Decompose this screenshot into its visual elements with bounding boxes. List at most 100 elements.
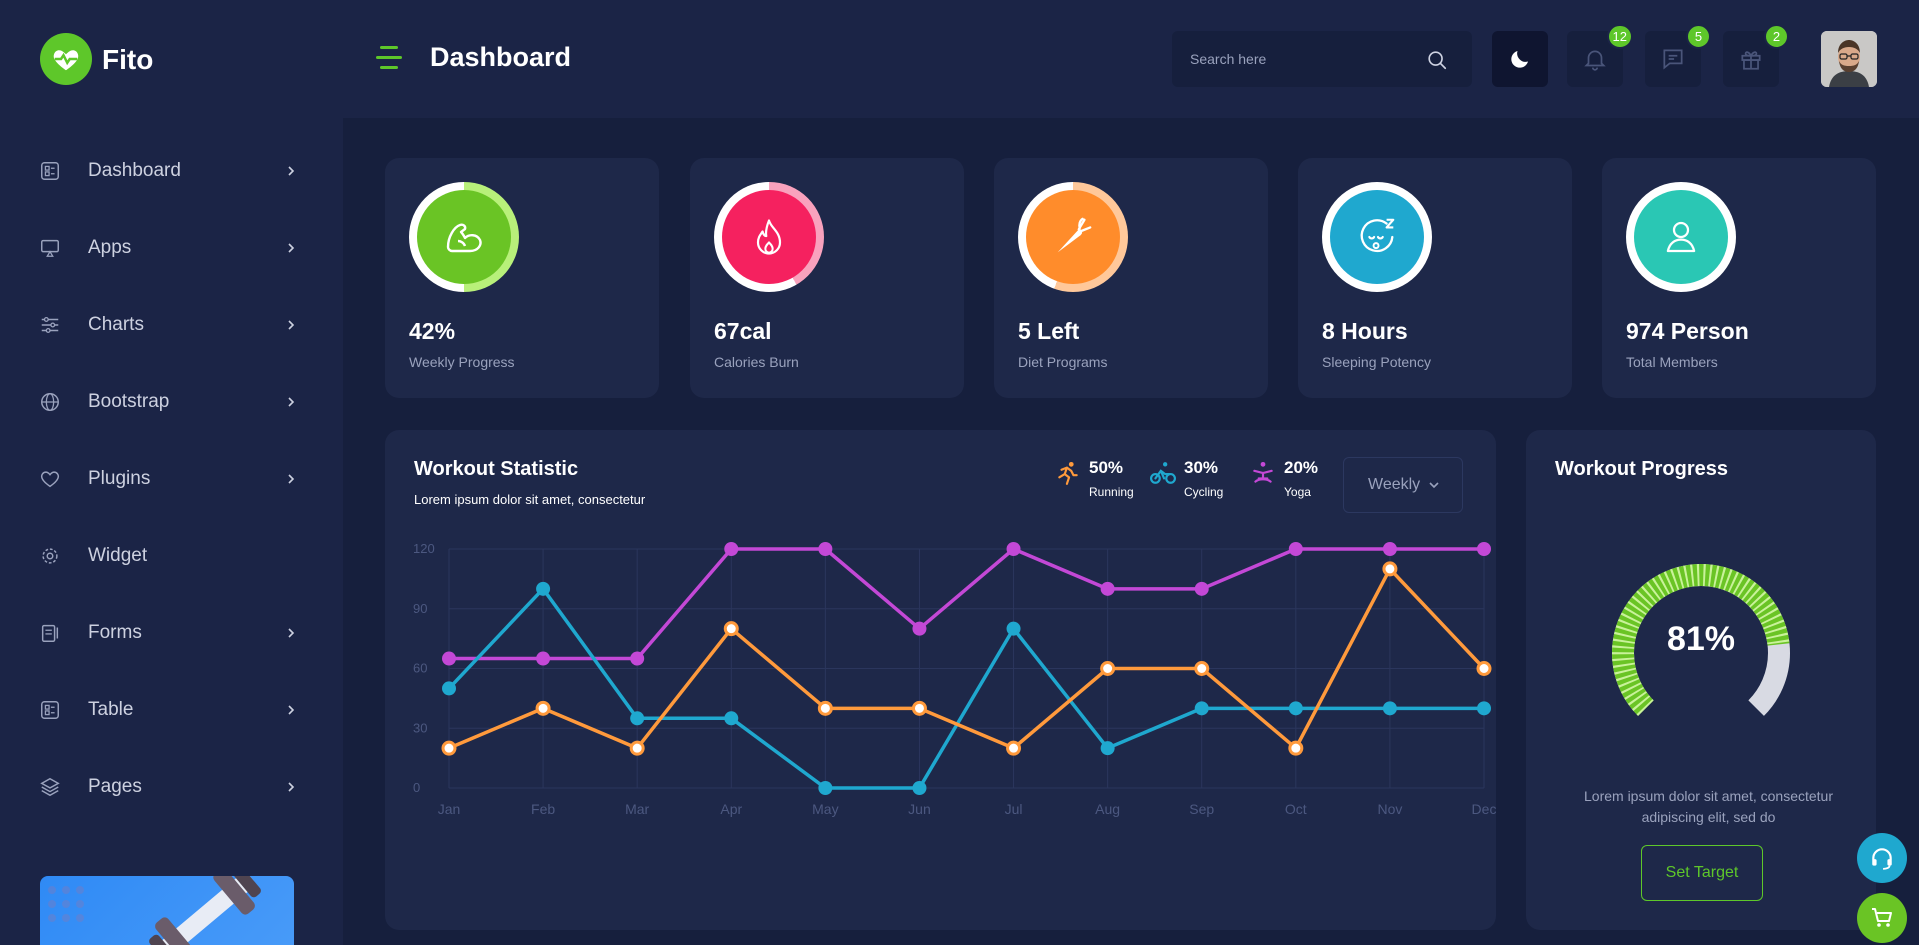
menu-toggle-button[interactable] xyxy=(376,46,402,70)
stat-card-diet-programs[interactable]: 5 Left Diet Programs xyxy=(994,158,1268,398)
sidebar-item-label: Apps xyxy=(88,237,132,258)
sidebar-item-label: Charts xyxy=(88,314,144,335)
search-input[interactable] xyxy=(1190,31,1420,87)
sidebar-item-pages[interactable]: Pages xyxy=(0,757,343,817)
x-tick-label: Oct xyxy=(1285,801,1307,817)
sidebar-item-label: Widget xyxy=(88,545,148,566)
notification-count-badge: 12 xyxy=(1606,24,1633,49)
monitor-icon xyxy=(41,239,59,257)
stat-value: 5 Left xyxy=(1018,318,1080,344)
period-dropdown[interactable]: Weekly xyxy=(1343,457,1463,513)
sidebar-item-table[interactable]: Table xyxy=(0,680,343,740)
dropdown-value: Weekly xyxy=(1368,476,1421,493)
stat-ring xyxy=(1018,182,1128,292)
card-subtitle: Lorem ipsum dolor sit amet, consectetur xyxy=(414,492,646,507)
stat-icon-circle xyxy=(1330,190,1424,284)
y-tick-label: 60 xyxy=(413,661,427,676)
data-point-cycling xyxy=(630,711,645,726)
data-point-cycling xyxy=(1100,741,1115,756)
search-icon[interactable] xyxy=(1426,49,1448,71)
heart-icon xyxy=(41,471,59,488)
main-content: 42% Weekly Progress 67cal Calories Burn … xyxy=(343,118,1919,945)
data-point-cycling xyxy=(442,681,456,696)
x-tick-label: Feb xyxy=(531,801,555,817)
data-point-cycling xyxy=(1477,701,1491,716)
x-tick-label: May xyxy=(812,801,838,817)
gear-icon xyxy=(42,548,58,564)
top-header: Fito Dashboard 12 5 xyxy=(0,0,1919,118)
theme-toggle-button[interactable] xyxy=(1492,31,1548,87)
globe-icon xyxy=(41,393,59,411)
stat-ring xyxy=(1322,182,1432,292)
data-point-running xyxy=(1194,661,1210,676)
data-point-yoga xyxy=(1006,542,1021,556)
muscle-icon xyxy=(446,223,482,253)
x-tick-label: Nov xyxy=(1377,801,1402,817)
legend-name: Running xyxy=(1089,485,1134,499)
x-tick-label: Jul xyxy=(1005,801,1023,817)
chat-icon xyxy=(1663,49,1683,70)
series-line-yoga xyxy=(449,547,1484,661)
running-icon xyxy=(1058,461,1078,485)
x-tick-label: Jun xyxy=(908,801,931,817)
data-point-cycling xyxy=(724,711,739,726)
y-tick-label: 120 xyxy=(413,541,435,556)
stat-card-calories-burn[interactable]: 67cal Calories Burn xyxy=(690,158,964,398)
data-point-yoga xyxy=(630,651,645,666)
sidebar-item-plugins[interactable]: Plugins xyxy=(0,449,343,509)
stat-label: Sleeping Potency xyxy=(1322,354,1431,370)
dumbbell-icon xyxy=(48,876,261,945)
data-point-yoga xyxy=(1477,542,1491,556)
data-point-running xyxy=(535,700,551,716)
stat-card-total-members[interactable]: 974 Person Total Members xyxy=(1602,158,1876,398)
chevron-right-icon xyxy=(288,705,295,715)
legend-yoga[interactable]: 20% Yoga xyxy=(1250,458,1330,502)
messages-button[interactable]: 5 xyxy=(1645,24,1711,87)
sidebar-item-dashboard[interactable]: Dashboard xyxy=(0,141,343,201)
sidebar-item-widget[interactable]: Widget xyxy=(0,526,343,586)
support-button[interactable] xyxy=(1857,833,1907,883)
x-tick-label: Aug xyxy=(1095,801,1120,817)
stat-value: 974 Person xyxy=(1626,318,1749,344)
message-count-badge: 5 xyxy=(1686,24,1711,49)
stat-card-sleeping-potency[interactable]: 8 Hours Sleeping Potency xyxy=(1298,158,1572,398)
layers-icon xyxy=(40,777,60,797)
cart-button[interactable] xyxy=(1857,893,1907,943)
legend-name: Cycling xyxy=(1184,485,1224,499)
sidebar-item-bootstrap[interactable]: Bootstrap xyxy=(0,372,343,432)
user-portrait-icon xyxy=(1821,31,1877,87)
x-tick-label: Sep xyxy=(1189,801,1214,817)
sidebar-item-apps[interactable]: Apps xyxy=(0,218,343,278)
chevron-right-icon xyxy=(288,243,295,253)
data-point-yoga xyxy=(724,542,739,556)
sidebar-item-charts[interactable]: Charts xyxy=(0,295,343,355)
promo-card[interactable] xyxy=(40,876,294,945)
set-target-button[interactable]: Set Target xyxy=(1641,845,1763,901)
sidebar-item-label: Pages xyxy=(88,776,142,797)
sidebar-item-forms[interactable]: Forms xyxy=(0,603,343,663)
legend-name: Yoga xyxy=(1284,485,1311,499)
notifications-button[interactable]: 12 xyxy=(1567,24,1633,87)
chevron-right-icon xyxy=(288,166,295,176)
flame-icon xyxy=(756,219,782,255)
stat-ring xyxy=(409,182,519,292)
carrot-icon xyxy=(1057,217,1092,253)
sidebar-item-label: Dashboard xyxy=(88,160,181,181)
stat-card-weekly-progress[interactable]: 42% Weekly Progress xyxy=(385,158,659,398)
user-avatar[interactable] xyxy=(1821,31,1877,87)
stat-label: Total Members xyxy=(1626,354,1718,370)
progress-gauge: 81% xyxy=(1612,564,1790,716)
gift-icon xyxy=(1741,51,1761,70)
legend-running[interactable]: 50% Running xyxy=(1055,458,1135,502)
gifts-button[interactable]: 2 xyxy=(1723,24,1789,87)
logo[interactable] xyxy=(40,33,92,85)
progress-description: Lorem ipsum dolor sit amet, consectetur … xyxy=(1584,788,1833,825)
gauge-stripes xyxy=(1612,564,1790,716)
legend-cycling[interactable]: 30% Cycling xyxy=(1150,458,1230,502)
card-title: Workout Statistic xyxy=(414,458,579,480)
data-point-running xyxy=(1476,661,1492,676)
user-icon xyxy=(1666,221,1696,253)
card-title: Workout Progress xyxy=(1555,458,1728,480)
chevron-right-icon xyxy=(288,782,295,792)
table-icon xyxy=(41,701,59,719)
